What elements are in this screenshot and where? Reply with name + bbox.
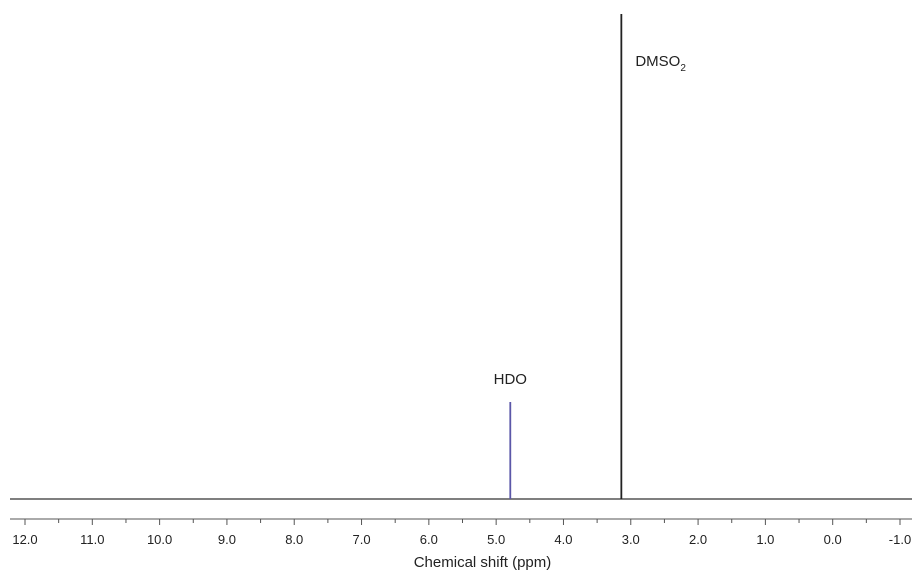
x-tick-label: 3.0 bbox=[622, 532, 640, 547]
x-tick-label: 8.0 bbox=[285, 532, 303, 547]
x-tick-label: 7.0 bbox=[352, 532, 370, 547]
x-tick-label: 12.0 bbox=[12, 532, 37, 547]
x-tick-label: 1.0 bbox=[756, 532, 774, 547]
x-tick-label: 6.0 bbox=[420, 532, 438, 547]
x-tick-label: 0.0 bbox=[824, 532, 842, 547]
x-tick-label: 10.0 bbox=[147, 532, 172, 547]
spectrum-layer bbox=[10, 14, 912, 500]
peak-label-text: DMSO bbox=[635, 53, 680, 70]
x-tick-label: 4.0 bbox=[554, 532, 572, 547]
x-tick-label: 9.0 bbox=[218, 532, 236, 547]
x-tick-labels: 12.0 11.0 10.0 9.0 8.0 7.0 6.0 5.0 4.0 3.0 2.0 1.0 0… bbox=[12, 532, 911, 547]
x-tick-label: 11.0 bbox=[80, 532, 104, 547]
x-tick-label: 2.0 bbox=[689, 532, 707, 547]
peak-label-dmso: DMSO2 bbox=[635, 53, 686, 74]
peak-labels: HDO DMSO2 bbox=[494, 53, 687, 388]
x-tick-label: 5.0 bbox=[487, 532, 505, 547]
peak-label-subscript: 2 bbox=[680, 63, 686, 74]
peak-label-text: HDO bbox=[494, 371, 527, 388]
x-axis-title: Chemical shift (ppm) bbox=[414, 554, 552, 571]
peak-label-hdo: HDO bbox=[494, 371, 527, 388]
x-axis: 12.0 11.0 10.0 9.0 8.0 7.0 6.0 5.0 4.0 3.0 2.0 1.0 0… bbox=[10, 518, 912, 571]
x-ticks bbox=[24, 519, 901, 525]
x-tick-label: -1.0 bbox=[889, 532, 911, 547]
